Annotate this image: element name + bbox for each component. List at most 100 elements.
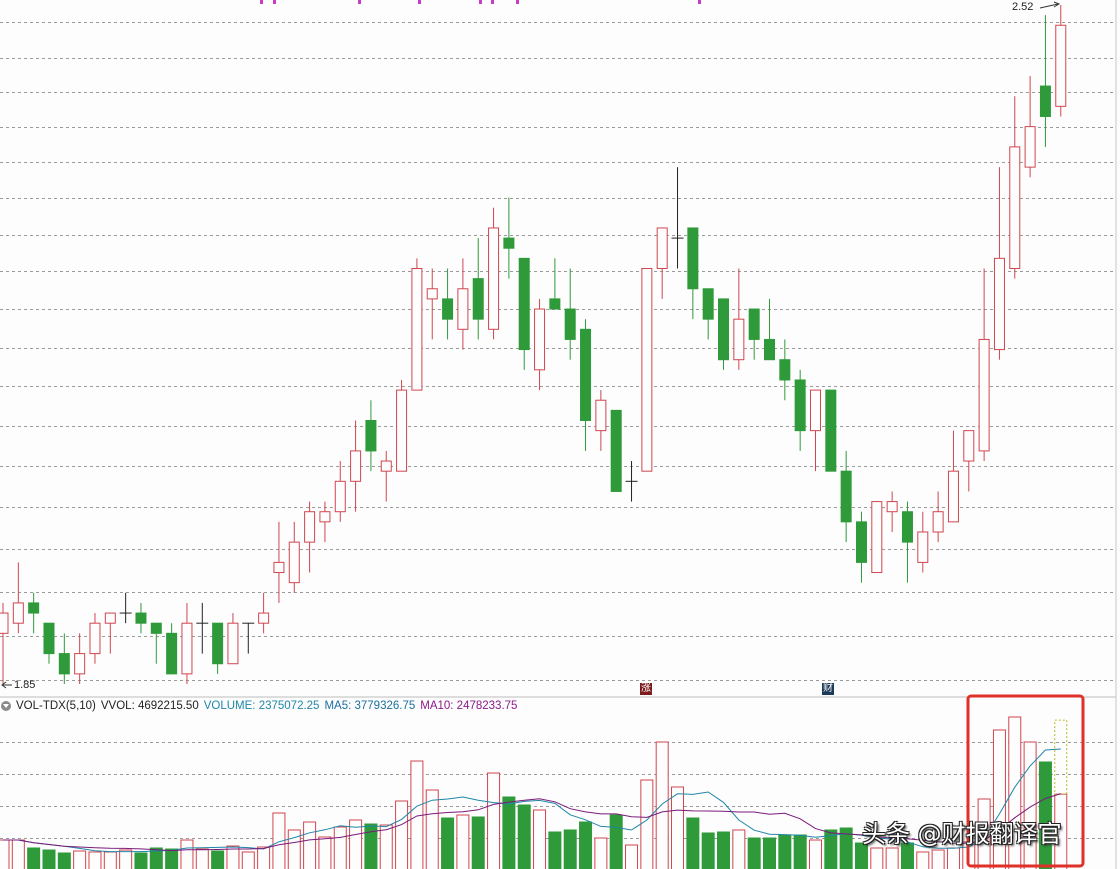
volume-bar bbox=[165, 848, 179, 869]
volume-bar bbox=[1023, 741, 1037, 869]
candle-body bbox=[442, 298, 454, 320]
event-marker-up[interactable]: 涨 bbox=[640, 683, 652, 695]
candle bbox=[227, 613, 239, 665]
volume-bar bbox=[471, 816, 485, 869]
volume-bar bbox=[717, 831, 731, 869]
candle bbox=[350, 420, 362, 512]
candle-body bbox=[104, 612, 116, 624]
candle-body bbox=[917, 531, 929, 563]
volume-bar bbox=[517, 804, 531, 869]
candle bbox=[12, 562, 24, 634]
candle-body bbox=[89, 622, 101, 655]
indicator-menu-icon[interactable] bbox=[1, 701, 11, 711]
volume-bar bbox=[103, 851, 117, 869]
candle bbox=[0, 602, 9, 684]
candle-body bbox=[886, 501, 898, 513]
candle-body bbox=[288, 541, 300, 584]
volume-bar bbox=[134, 852, 148, 869]
candle bbox=[135, 602, 147, 634]
low-arrow-icon bbox=[1, 681, 12, 689]
high-arrowhead-icon bbox=[1053, 1, 1061, 8]
candle bbox=[472, 238, 484, 340]
candle-body bbox=[1009, 146, 1021, 269]
candle bbox=[43, 622, 55, 664]
candle-body bbox=[12, 602, 24, 624]
candle bbox=[534, 298, 546, 391]
candle bbox=[150, 622, 162, 664]
candle-body bbox=[319, 511, 331, 523]
vvol-value: VVOL: 4692215.50 bbox=[100, 700, 199, 712]
signal-mark bbox=[418, 0, 421, 4]
candle-body bbox=[212, 622, 224, 665]
candle bbox=[196, 602, 209, 654]
high-arrow-icon bbox=[1039, 3, 1059, 9]
candle-body bbox=[426, 288, 438, 300]
volume-bar bbox=[1038, 761, 1052, 869]
candle-body bbox=[0, 612, 9, 634]
volume-bar bbox=[594, 837, 608, 869]
candle bbox=[89, 613, 101, 664]
candle-body bbox=[901, 511, 913, 543]
candle-body bbox=[273, 561, 285, 574]
candle bbox=[855, 511, 867, 583]
volume-bar bbox=[808, 839, 822, 869]
volume-bar bbox=[533, 809, 547, 869]
volume-bar bbox=[456, 814, 470, 869]
volume-bar bbox=[395, 800, 409, 869]
volume-value: VOLUME: 2375072.25 bbox=[203, 700, 320, 712]
candle bbox=[687, 227, 699, 320]
candle bbox=[871, 501, 883, 574]
candle-body bbox=[150, 622, 162, 634]
volume-bar bbox=[441, 817, 455, 869]
candle bbox=[104, 612, 116, 654]
candle-body bbox=[702, 288, 714, 320]
volume-bar bbox=[931, 849, 945, 869]
volume-bar bbox=[88, 851, 102, 869]
volume-bar bbox=[946, 847, 960, 869]
volume-bar bbox=[701, 832, 715, 869]
candle-body bbox=[963, 430, 975, 462]
candle bbox=[610, 409, 622, 492]
volume-ma-lines bbox=[3, 748, 1061, 853]
candle bbox=[625, 461, 638, 502]
volume-bar bbox=[333, 826, 347, 869]
volume-bar bbox=[1008, 716, 1022, 869]
volume-bar bbox=[241, 851, 255, 869]
event-marker-finance[interactable]: 财 bbox=[822, 683, 834, 695]
volume-bar bbox=[502, 796, 516, 869]
candle-body bbox=[74, 653, 86, 675]
candle-body bbox=[718, 298, 730, 361]
ma5-value: MA5: 3779326.75 bbox=[324, 700, 416, 712]
candle-body bbox=[595, 399, 607, 432]
volume-bar bbox=[916, 851, 930, 869]
candle bbox=[1039, 15, 1051, 147]
candle bbox=[978, 268, 990, 462]
high-price-label: 2.52 bbox=[1012, 1, 1034, 13]
candle-body bbox=[411, 267, 423, 391]
candle bbox=[74, 633, 86, 684]
candle bbox=[794, 369, 806, 451]
candle-body bbox=[258, 612, 270, 624]
volume-bar bbox=[977, 798, 991, 869]
volume-bar bbox=[793, 834, 807, 869]
volume-bars bbox=[0, 716, 1068, 869]
candle bbox=[641, 267, 653, 472]
candle bbox=[212, 622, 224, 674]
candle-body bbox=[794, 379, 806, 432]
candle bbox=[273, 521, 285, 603]
indicator-name[interactable]: VOL-TDX(5,10) bbox=[16, 700, 96, 712]
candle bbox=[656, 227, 668, 299]
volume-bar bbox=[226, 845, 240, 869]
candle bbox=[411, 258, 423, 391]
candle bbox=[718, 298, 730, 370]
candle-body bbox=[380, 460, 392, 472]
volume-bar bbox=[548, 831, 562, 869]
candle-body bbox=[350, 450, 362, 482]
candle bbox=[28, 592, 40, 634]
candle-body bbox=[503, 237, 515, 249]
candle-body bbox=[1024, 126, 1036, 168]
signal-mark bbox=[358, 0, 361, 4]
candle-body bbox=[227, 622, 239, 665]
candle bbox=[779, 339, 791, 401]
volume-bar bbox=[73, 850, 87, 869]
